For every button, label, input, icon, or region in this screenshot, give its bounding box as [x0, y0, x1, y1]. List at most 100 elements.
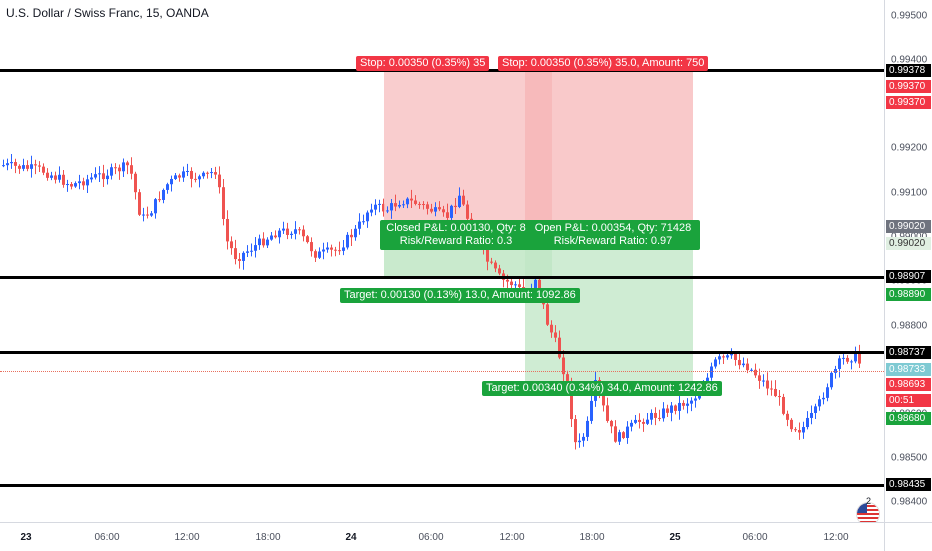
candle-body [138, 192, 141, 215]
position1-pnl-label[interactable]: Closed P&L: 0.00130, Qty: 8 Risk/Reward … [380, 220, 532, 250]
candle-body [562, 357, 565, 375]
time-tick: 18:00 [579, 532, 605, 543]
candle-body [282, 228, 285, 231]
position2-target-label[interactable]: Target: 0.00340 (0.34%) 34.0, Amount: 12… [482, 381, 722, 396]
candle-body [126, 162, 129, 166]
candle-body [606, 405, 609, 421]
time-tick: 12:00 [499, 532, 525, 543]
candle-body [42, 166, 45, 173]
candle-body [122, 162, 125, 172]
candle-body [226, 218, 229, 242]
candle-body [794, 429, 797, 431]
price-tag: 0.98907 [886, 270, 931, 283]
candle-body [94, 174, 97, 178]
candle-body [738, 359, 741, 366]
candle-body [310, 242, 313, 252]
candle-body [30, 164, 33, 169]
candle-body [806, 417, 809, 428]
candle-body [454, 205, 457, 208]
candle-body [578, 440, 581, 443]
candle-body [778, 396, 781, 398]
candle-body [54, 175, 57, 180]
candle-body [362, 221, 365, 223]
candle-body [114, 167, 117, 169]
horizontal-line-0.98435[interactable] [0, 484, 884, 487]
candle-body [298, 229, 301, 231]
time-tick: 06:00 [742, 532, 768, 543]
candle-body [574, 419, 577, 443]
candle-body [442, 209, 445, 213]
candle-body [258, 238, 261, 246]
price-tag: 0.98693 [886, 378, 931, 391]
candle-body [2, 165, 5, 167]
candle-body [430, 208, 433, 212]
candle-body [118, 167, 121, 172]
candle-body [546, 304, 549, 325]
candle-body [190, 170, 193, 179]
horizontal-line-0.98737[interactable] [0, 351, 884, 354]
candle-body [398, 204, 401, 207]
candle-body [242, 252, 245, 261]
candle-body [674, 405, 677, 411]
candle-body [86, 179, 89, 186]
candle-body [766, 380, 769, 389]
position1-stop-label[interactable]: Stop: 0.00350 (0.35%) 35 [356, 56, 490, 71]
candle-body [154, 199, 157, 214]
price-scale[interactable]: 0.995000.994000.993000.992000.991000.990… [884, 0, 932, 522]
candle-body [558, 337, 561, 358]
candle-body [182, 171, 185, 178]
candle-body [686, 403, 689, 406]
horizontal-line-0.98907[interactable] [0, 276, 884, 279]
position2-pnl-line1: Open P&L: 0.00354, Qty: 71428 [534, 222, 692, 234]
candle-body [406, 198, 409, 205]
position2-pnl-label[interactable]: Open P&L: 0.00354, Qty: 71428 Risk/Rewar… [526, 220, 700, 250]
chart-title: U.S. Dollar / Swiss Franc, 15, OANDA [6, 6, 209, 20]
candle-body [762, 380, 765, 382]
price-tag: 0.99378 [886, 64, 931, 77]
time-scale[interactable]: 23 06:00 12:00 18:00 24 06:00 12:00 18:00 25 06:0… [0, 522, 884, 551]
candle-body [566, 374, 569, 385]
candle-body [514, 284, 517, 286]
candle-body [414, 200, 417, 204]
candle-body [510, 281, 513, 286]
candle-body [826, 387, 829, 398]
position1-target-label[interactable]: Target: 0.00130 (0.13%) 13.0, Amount: 10… [340, 288, 580, 303]
candle-body [334, 249, 337, 251]
candle-body [554, 332, 557, 338]
time-tick: 06:00 [94, 532, 120, 543]
candle-body [534, 279, 537, 291]
candle-body [714, 359, 717, 367]
candle-body [746, 363, 749, 371]
position2-stop-zone[interactable] [525, 70, 693, 226]
candle-body [790, 419, 793, 430]
us-flag-icon[interactable] [856, 502, 880, 522]
candle-body [418, 203, 421, 205]
candle-body [214, 172, 217, 175]
candle-body [218, 174, 221, 188]
candle-body [294, 229, 297, 234]
candle-body [458, 195, 461, 208]
candle-body [834, 368, 837, 373]
candle-body [726, 355, 729, 358]
price-tag: 0.99370 [886, 96, 931, 109]
position2-stop-label[interactable]: Stop: 0.00350 (0.35%) 35.0, Amount: 750 [498, 56, 709, 71]
candle-body [102, 173, 105, 180]
candle-body [742, 363, 745, 366]
candle-body [262, 238, 265, 246]
candle-body [614, 426, 617, 442]
candle-body [434, 207, 437, 212]
candle-body [486, 249, 489, 262]
candle-body [838, 358, 841, 369]
position2-pnl-line2: Risk/Reward Ratio: 0.97 [553, 235, 673, 247]
chart-pane[interactable]: U.S. Dollar / Swiss Franc, 15, OANDA Sto… [0, 0, 884, 522]
candle-body [90, 177, 93, 180]
candle-body [370, 209, 373, 213]
candle-body [634, 419, 637, 423]
candle-body [426, 204, 429, 209]
candle-body [422, 204, 425, 206]
candle-body [710, 366, 713, 378]
candle-body [14, 162, 17, 166]
candle-body [638, 419, 641, 422]
candle-body [842, 357, 845, 359]
price-tag: 0.98435 [886, 478, 931, 491]
